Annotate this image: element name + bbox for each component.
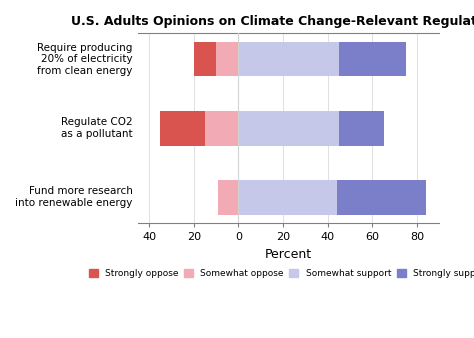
Bar — [238, 180, 337, 215]
Bar — [194, 42, 216, 76]
Bar — [238, 42, 339, 76]
Bar — [339, 111, 383, 146]
X-axis label: Percent: Percent — [265, 248, 312, 261]
Title: U.S. Adults Opinions on Climate Change-Relevant Regulations: U.S. Adults Opinions on Climate Change-R… — [71, 15, 474, 28]
Bar — [205, 111, 238, 146]
Bar — [160, 111, 205, 146]
Bar — [219, 180, 238, 215]
Legend: Strongly oppose, Somewhat oppose, Somewhat support, Strongly support: Strongly oppose, Somewhat oppose, Somewh… — [85, 266, 474, 282]
Bar — [216, 42, 238, 76]
Bar — [238, 111, 339, 146]
Bar — [337, 180, 426, 215]
Bar — [339, 42, 406, 76]
